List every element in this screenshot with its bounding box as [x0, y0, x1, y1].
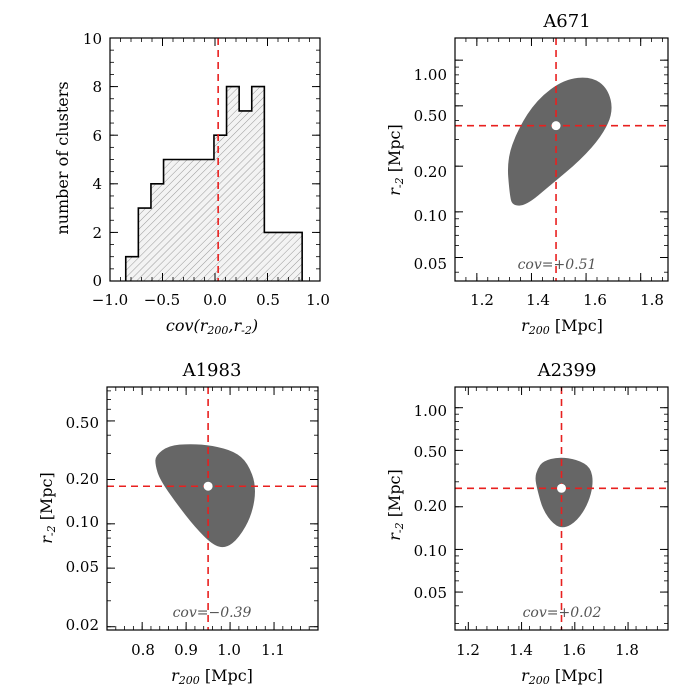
y-tick-label: 0.10	[66, 513, 99, 531]
a2399-panel: A2399 cov=+0.02 1.2 1.4 1.6 1.8 0.05 0.1…	[385, 360, 669, 687]
a671-x-tick-labels: 1.2 1.4 1.6 1.8	[470, 291, 664, 309]
a2399-y-axis-label: r-2 [Mpc]	[385, 469, 406, 541]
y-tick-label: 1.00	[414, 402, 447, 420]
a1983-marks	[107, 387, 318, 630]
x-tick-label: 1.4	[526, 291, 550, 309]
x-tick-label: 1.0	[217, 641, 241, 659]
x-tick-label: 1.8	[640, 291, 664, 309]
histogram-y-tick-labels: 0 2 4 6 8 10	[83, 30, 102, 290]
a1983-ticks	[106, 387, 319, 630]
y-tick-label: 0.10	[414, 207, 447, 225]
x-tick-label: 0.9	[174, 641, 198, 659]
panel-title: A671	[542, 11, 590, 32]
covariance-label: cov=+0.02	[523, 605, 602, 621]
histogram-fill	[125, 86, 303, 281]
y-tick-label: 0.05	[414, 584, 447, 602]
histogram-frame	[109, 37, 321, 282]
y-tick-label: 8	[92, 78, 102, 96]
y-tick-label: 1.00	[414, 66, 447, 84]
x-tick-label: 1.1	[261, 641, 285, 659]
histogram-step-outline	[124, 85, 303, 281]
a2399-x-axis-label: r200 [Mpc]	[521, 666, 603, 687]
y-tick-label: 0.05	[414, 255, 447, 273]
a2399-frame	[454, 386, 669, 631]
a2399-ticks	[454, 387, 669, 630]
y-tick-label: 0.10	[414, 542, 447, 560]
a671-y-tick-labels: 0.05 0.10 0.20 0.50 1.00	[414, 66, 447, 273]
y-tick-label: 10	[83, 30, 102, 48]
confidence-region	[535, 457, 593, 528]
histogram-x-tick-labels: −1.0 −0.5 0.0 0.5 1.0	[92, 291, 330, 309]
a2399-marks	[455, 387, 668, 630]
y-tick-label: 0.20	[414, 163, 447, 181]
y-tick-label: 0.50	[414, 443, 447, 461]
a671-y-axis-label: r-2 [Mpc]	[385, 124, 406, 196]
histogram-panel: −1.0 −0.5 0.0 0.5 1.0 0 2 4 6 8 10 numbe…	[53, 30, 330, 337]
a671-frame	[454, 37, 669, 282]
a1983-y-axis-label: r-2 [Mpc]	[37, 472, 58, 544]
a671-x-axis-label: r200 [Mpc]	[521, 316, 603, 337]
y-tick-label: 0.02	[66, 616, 99, 634]
x-tick-label: 1.2	[470, 291, 494, 309]
y-tick-label: 0.50	[414, 107, 447, 125]
x-tick-label: 1.0	[306, 291, 330, 309]
covariance-label: cov=+0.51	[518, 257, 597, 273]
a671-ticks	[454, 38, 668, 281]
x-tick-label: −1.0	[92, 291, 128, 309]
x-tick-label: 1.8	[615, 641, 639, 659]
panel-title: A2399	[537, 360, 597, 381]
y-tick-label: 2	[92, 224, 102, 242]
x-tick-label: 1.4	[509, 641, 533, 659]
y-tick-label: 4	[92, 175, 102, 193]
x-tick-label: 0.8	[131, 641, 155, 659]
a2399-x-tick-labels: 1.2 1.4 1.6 1.8	[456, 641, 639, 659]
y-tick-label: 6	[92, 127, 102, 145]
y-tick-label: 0	[92, 272, 102, 290]
a671-marks	[455, 38, 668, 281]
confidence-region	[155, 444, 255, 548]
y-tick-label: 0.05	[66, 558, 99, 576]
a671-panel: A671 cov=+0.51 1.2 1.4 1.6 1.8 0.05 0.10…	[385, 11, 669, 337]
x-tick-label: 0.0	[203, 291, 227, 309]
histogram-y-axis-label: number of clusters	[53, 81, 72, 234]
panel-title: A1983	[182, 360, 242, 381]
a1983-x-tick-labels: 0.8 0.9 1.0 1.1	[131, 641, 285, 659]
best-fit-point	[203, 481, 213, 491]
y-tick-label: 0.20	[66, 470, 99, 488]
histogram-x-axis-label: cov(r200,r-2)	[166, 316, 258, 337]
best-fit-point	[557, 483, 566, 493]
x-tick-label: 1.6	[562, 641, 586, 659]
x-tick-label: −0.5	[144, 291, 180, 309]
x-tick-label: 1.6	[583, 291, 607, 309]
confidence-region	[507, 77, 612, 206]
y-tick-label: 0.50	[66, 414, 99, 432]
a2399-y-tick-labels: 0.05 0.10 0.20 0.50 1.00	[414, 402, 447, 602]
x-tick-label: 0.5	[256, 291, 280, 309]
covariance-label: cov=−0.39	[173, 605, 252, 621]
y-tick-label: 0.20	[414, 497, 447, 515]
a1983-x-axis-label: r200 [Mpc]	[171, 666, 253, 687]
a1983-frame	[106, 386, 319, 631]
histogram-marks	[124, 38, 320, 282]
x-tick-label: 1.2	[456, 641, 480, 659]
best-fit-point	[551, 121, 561, 131]
a1983-y-tick-labels: 0.02 0.05 0.10 0.20 0.50	[66, 414, 99, 634]
a1983-panel: A1983 cov=−0.39 0.8 0.9 1.0 1.1 0.02 0.0…	[37, 360, 319, 687]
